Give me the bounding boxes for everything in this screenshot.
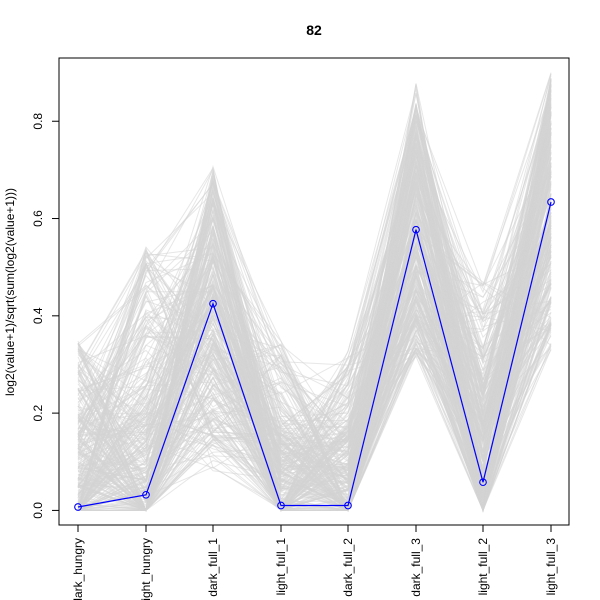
- y-tick-label: 0.6: [31, 210, 45, 227]
- background-line: [77, 128, 552, 511]
- background-line: [77, 103, 552, 512]
- x-tick-label: dark_full_3: [409, 538, 423, 597]
- y-tick-label: 0.4: [31, 307, 45, 324]
- x-tick-label: light_full_1: [274, 538, 288, 596]
- background-line: [77, 121, 552, 512]
- data-point: [412, 225, 420, 234]
- x-tick-label: light_full_3: [544, 538, 558, 596]
- series-line: [77, 201, 552, 508]
- background-line: [77, 115, 552, 512]
- x-tick-label: dark_full_2: [341, 538, 355, 597]
- background-line: [77, 176, 552, 512]
- x-tick-label: light_hungry: [139, 538, 153, 600]
- x-tick-label: dark_full_1: [206, 538, 220, 597]
- x-tick-label: light_full_2: [476, 538, 490, 596]
- background-line: [77, 240, 552, 465]
- x-tick-label: dark_hungry: [71, 538, 85, 600]
- background-line: [77, 97, 552, 512]
- background-line: [77, 93, 552, 457]
- data-point: [74, 503, 82, 511]
- background-line: [77, 163, 552, 511]
- data-point: [142, 490, 150, 499]
- data-point: [344, 501, 352, 510]
- background-line: [77, 223, 552, 512]
- background-line: [77, 83, 552, 511]
- background-profile-lines: [77, 72, 552, 513]
- y-tick-label: 0.2: [31, 404, 45, 421]
- background-line: [77, 172, 552, 492]
- y-axis: 0.0 0.2 0.4 0.6 0.8: [31, 113, 60, 519]
- highlighted-series: [74, 198, 555, 511]
- background-line: [77, 253, 552, 507]
- x-axis: dark_hungry light_hungry dark_full_1 light_…: [71, 525, 558, 600]
- background-line: [77, 125, 552, 485]
- data-point: [277, 501, 285, 510]
- data-point: [209, 299, 217, 308]
- background-line: [78, 165, 552, 512]
- y-tick-label: 0.8: [31, 113, 45, 130]
- background-line: [77, 257, 552, 511]
- background-line: [77, 256, 552, 511]
- background-line: [77, 108, 552, 470]
- background-line: [77, 176, 552, 510]
- background-line: [77, 238, 552, 468]
- background-line: [77, 134, 552, 512]
- background-line: [77, 275, 552, 513]
- y-axis-label: log2(value+1)/sqrt(sum(log2(value+1))): [3, 188, 17, 396]
- y-tick-label: 0.0: [31, 502, 45, 519]
- chart-title: 82: [306, 22, 322, 38]
- data-point: [479, 478, 487, 487]
- background-line: [77, 82, 552, 512]
- data-point: [547, 198, 555, 206]
- background-line: [77, 298, 552, 500]
